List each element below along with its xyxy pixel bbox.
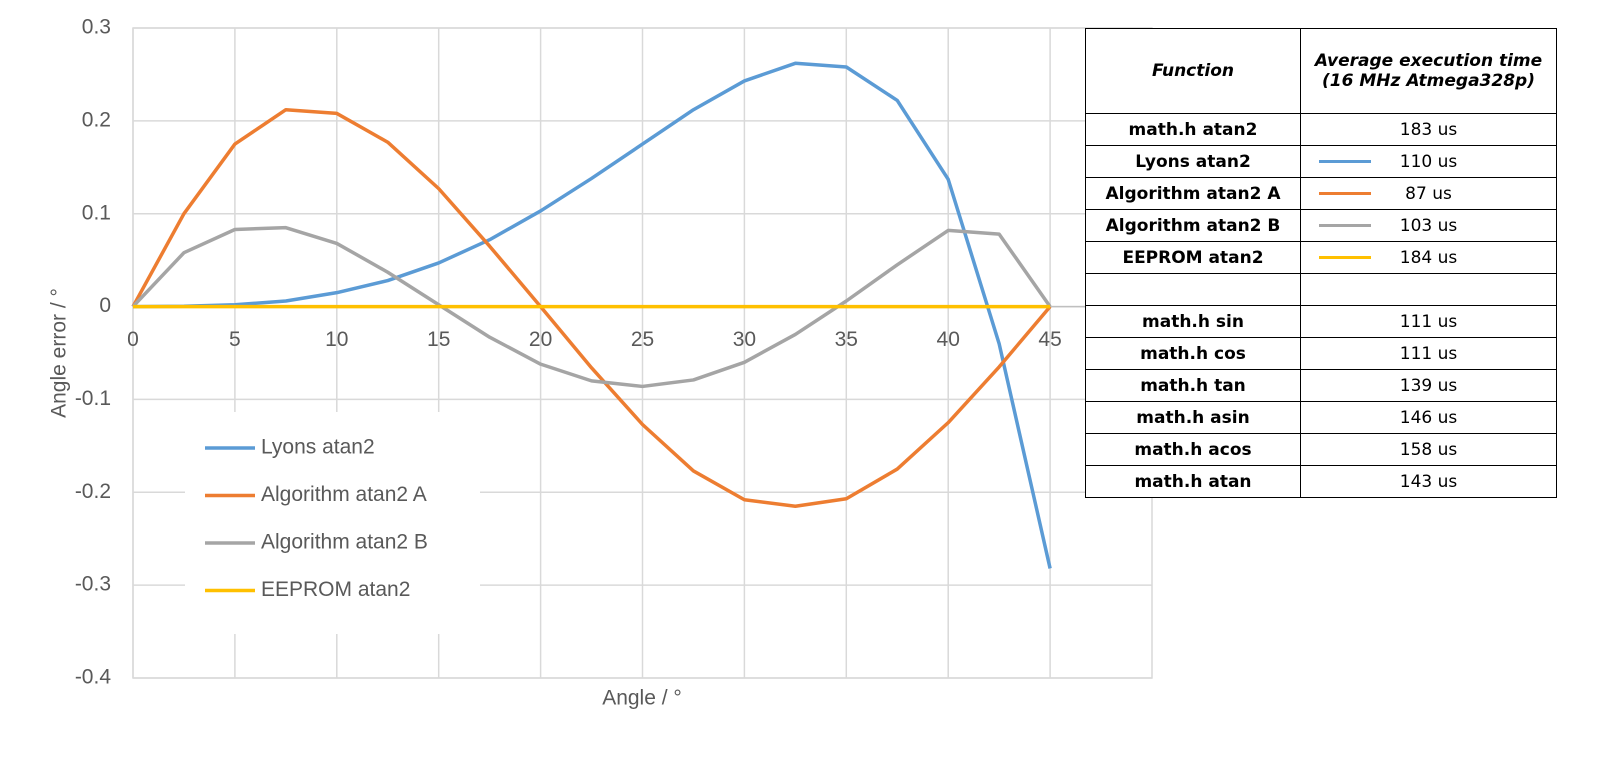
time-cell: 110 us (1300, 145, 1557, 178)
series-line (131, 225, 1052, 389)
y-tick-label: 0.2 (82, 108, 111, 131)
time-cell: 184 us (1300, 241, 1557, 274)
function-cell: Algorithm atan2 A (1085, 177, 1301, 210)
x-tick-label: 15 (427, 328, 450, 351)
function-cell: math.h acos (1085, 433, 1301, 466)
function-cell: math.h atan2 (1085, 113, 1301, 146)
x-tick-label: 20 (529, 328, 552, 351)
table-row: math.h atan2 183 us (1085, 113, 1557, 146)
spacer-cell (1085, 273, 1301, 306)
x-tick-label: 30 (733, 328, 756, 351)
time-text: 143 us (1399, 471, 1458, 492)
table-row: math.h tan 139 us (1085, 369, 1557, 402)
time-cell: 111 us (1300, 305, 1557, 338)
table-row: EEPROM atan2 184 us (1085, 241, 1557, 274)
y-tick-label: 0.1 (82, 201, 111, 224)
time-cell: 146 us (1300, 401, 1557, 434)
table-row: Algorithm atan2 A 87 us (1085, 177, 1557, 210)
time-cell: 158 us (1300, 433, 1557, 466)
time-cell: 111 us (1300, 337, 1557, 370)
line-swatch (1319, 192, 1371, 195)
function-cell: math.h sin (1085, 305, 1301, 338)
x-tick-label: 25 (631, 328, 654, 351)
time-cell: 183 us (1300, 113, 1557, 146)
function-cell: Lyons atan2 (1085, 145, 1301, 178)
x-tick-label: 40 (937, 328, 960, 351)
time-text: 184 us (1399, 247, 1458, 268)
x-tick-label: 0 (127, 328, 139, 351)
x-tick-label: 5 (229, 328, 241, 351)
time-text: 146 us (1399, 407, 1458, 428)
legend-label: Lyons atan2 (261, 436, 375, 459)
time-text: 183 us (1399, 119, 1458, 140)
legend-label: Algorithm atan2 A (261, 483, 427, 506)
x-tick-label: 45 (1038, 328, 1061, 351)
y-tick-label: 0 (99, 294, 111, 317)
time-text: 139 us (1399, 375, 1458, 396)
series-line (131, 107, 1052, 508)
header-cell: Average execution time (16 MHz Atmega328p… (1300, 28, 1557, 114)
table-row: math.h asin 146 us (1085, 401, 1557, 434)
spacer-row (1085, 273, 1557, 306)
x-tick-label: 35 (835, 328, 858, 351)
y-tick-label: -0.2 (75, 480, 111, 503)
table-row: math.h atan 143 us (1085, 465, 1557, 498)
function-cell: math.h asin (1085, 401, 1301, 434)
table-row: math.h sin 111 us (1085, 305, 1557, 338)
header-cell: Function (1085, 28, 1301, 114)
time-cell: 139 us (1300, 369, 1557, 402)
time-text: 110 us (1399, 151, 1458, 172)
y-tick-label: -0.4 (75, 666, 112, 689)
header-line: Average execution time (1314, 51, 1543, 71)
function-cell: math.h tan (1085, 369, 1301, 402)
time-text: 158 us (1399, 439, 1458, 460)
line-swatch (1319, 224, 1371, 227)
series-line (132, 61, 1052, 569)
table-row: Algorithm atan2 B 103 us (1085, 209, 1557, 242)
time-cell: 103 us (1300, 209, 1557, 242)
function-cell: Algorithm atan2 B (1085, 209, 1301, 242)
line-swatch (1319, 256, 1371, 259)
time-text: 87 us (1405, 183, 1452, 204)
function-cell: math.h atan (1085, 465, 1301, 498)
function-cell: EEPROM atan2 (1085, 241, 1301, 274)
table-row: math.h acos 158 us (1085, 433, 1557, 466)
x-axis-title: Angle / ° (602, 687, 682, 710)
table-row: Lyons atan2 110 us (1085, 145, 1557, 178)
time-cell: 143 us (1300, 465, 1557, 498)
time-text: 111 us (1399, 311, 1458, 332)
y-tick-label: -0.1 (75, 387, 111, 410)
line-swatch (1319, 160, 1371, 163)
y-tick-label: -0.3 (75, 573, 111, 596)
time-text: 103 us (1399, 215, 1458, 236)
legend-label: EEPROM atan2 (261, 578, 410, 601)
function-cell: math.h cos (1085, 337, 1301, 370)
time-text: 111 us (1399, 343, 1458, 364)
y-axis-title: Angle error / ° (48, 288, 71, 418)
table-row: math.h cos 111 us (1085, 337, 1557, 370)
header-row: Function Average execution time (16 MHz At… (1085, 28, 1557, 114)
time-cell: 87 us (1300, 177, 1557, 210)
header-line: (16 MHz Atmega328p) (1322, 71, 1535, 91)
legend-label: Algorithm atan2 B (261, 531, 428, 554)
y-tick-label: 0.3 (82, 16, 111, 39)
spacer-cell (1300, 273, 1557, 306)
x-tick-label: 10 (325, 328, 348, 351)
timing-table: Function Average execution time (16 MHz At… (1085, 28, 1557, 498)
